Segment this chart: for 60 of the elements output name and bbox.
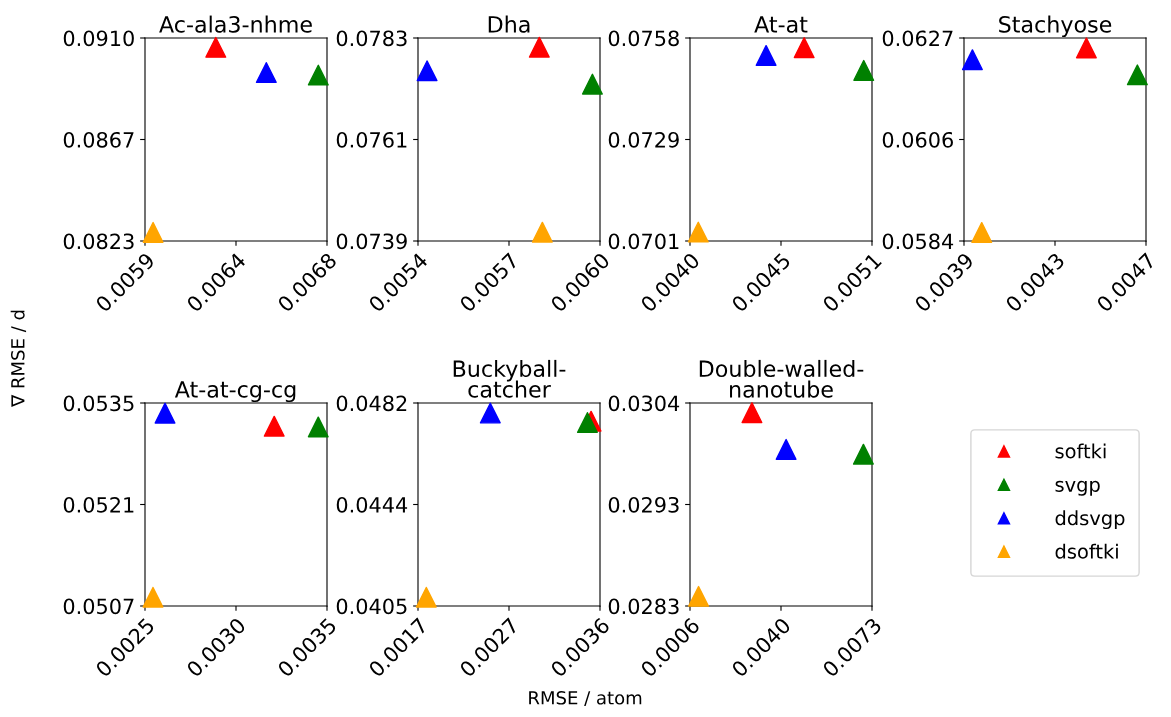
point bbox=[687, 221, 709, 243]
y-tick-label: 0.0405 bbox=[336, 598, 407, 615]
y-tick-label: 0.0606 bbox=[882, 131, 953, 148]
point bbox=[142, 221, 164, 243]
y-tick-label: 0.0283 bbox=[608, 598, 679, 615]
legend-label: ddsvgp bbox=[1055, 510, 1125, 530]
chart-title: At-at bbox=[754, 16, 808, 33]
y-tick-label: 0.0293 bbox=[608, 496, 679, 513]
point bbox=[741, 402, 763, 424]
x-axis-title: RMSE / atom bbox=[529, 690, 642, 707]
y-tick-label: 0.0758 bbox=[608, 30, 679, 47]
point bbox=[528, 36, 550, 58]
y-tick-label: 0.0867 bbox=[63, 131, 134, 148]
point bbox=[154, 402, 176, 424]
point bbox=[307, 64, 329, 86]
y-tick-label: 0.0482 bbox=[336, 395, 407, 412]
y-tick-label: 0.0521 bbox=[63, 496, 134, 513]
point bbox=[971, 221, 993, 244]
chart-title: At-at-cg-cg bbox=[174, 381, 296, 403]
point bbox=[852, 443, 874, 465]
point bbox=[531, 221, 553, 243]
point bbox=[307, 416, 329, 438]
point bbox=[255, 62, 277, 84]
y-tick-label: 0.0739 bbox=[336, 233, 407, 250]
y-tick-label: 0.0304 bbox=[608, 395, 680, 412]
point bbox=[1126, 64, 1148, 86]
point bbox=[688, 585, 710, 607]
chart-title: Buckyball- catcher bbox=[453, 359, 566, 398]
y-tick-label: 0.0627 bbox=[882, 30, 953, 47]
chart-title: Stachyose bbox=[999, 15, 1112, 38]
point bbox=[793, 37, 815, 59]
point bbox=[755, 44, 777, 66]
point bbox=[479, 402, 501, 424]
y-tick-label: 0.0507 bbox=[63, 598, 134, 615]
y-tick-label: 0.0535 bbox=[63, 395, 134, 412]
point bbox=[775, 438, 797, 460]
chart-title: Ac-ala3-nhme bbox=[159, 15, 312, 33]
point bbox=[142, 586, 164, 608]
y-tick-label: 0.0444 bbox=[336, 496, 408, 513]
chart-title: Double-walled- nanotube bbox=[699, 359, 864, 398]
y-tick-label: 0.0823 bbox=[63, 233, 134, 250]
y-tick-label: 0.0584 bbox=[882, 233, 954, 250]
y-tick-label: 0.0701 bbox=[608, 233, 679, 250]
point bbox=[205, 36, 227, 58]
y-tick-label: 0.0910 bbox=[63, 30, 134, 47]
point bbox=[961, 49, 983, 71]
y-tick-label: 0.0729 bbox=[608, 131, 679, 148]
legend-label: softki bbox=[1055, 443, 1106, 459]
point bbox=[1075, 37, 1097, 59]
point bbox=[416, 60, 438, 82]
chart-title: Dha bbox=[488, 15, 530, 33]
y-axis-title: ∇ RMSE / d bbox=[10, 310, 27, 407]
point bbox=[581, 73, 603, 95]
point bbox=[263, 415, 285, 437]
legend-label: dsoftki bbox=[1055, 543, 1118, 559]
y-tick-label: 0.0783 bbox=[336, 30, 407, 47]
point bbox=[415, 586, 437, 608]
y-tick-label: 0.0761 bbox=[336, 131, 407, 148]
point bbox=[853, 59, 875, 81]
legend-label: svgp bbox=[1055, 480, 1100, 496]
